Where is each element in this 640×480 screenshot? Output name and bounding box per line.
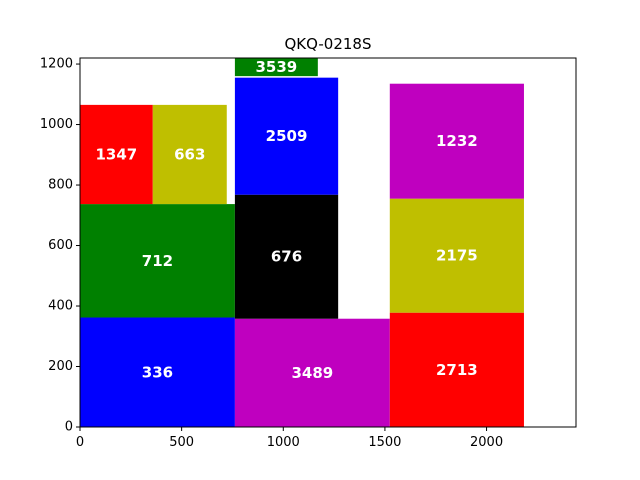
- chart-title: QKQ-0218S: [285, 35, 372, 53]
- x-tick-label: 1500: [368, 435, 401, 450]
- y-tick-label: 400: [48, 299, 73, 314]
- treemap-label-1232: 1232: [436, 132, 478, 150]
- rectangles-layer: [80, 58, 524, 427]
- y-tick-label: 1000: [40, 117, 73, 132]
- x-tick-label: 2000: [470, 435, 503, 450]
- treemap-rect-2175: [389, 198, 524, 313]
- treemap-rect-1232: [389, 83, 524, 199]
- y-tick-label: 600: [48, 238, 73, 253]
- treemap-rect-336: [80, 317, 235, 427]
- treemap-label-676: 676: [271, 248, 302, 266]
- y-axis-ticks: 0 200 400 600 800 1000 1200: [40, 57, 80, 435]
- rect-labels-layer: 336 712 1347 663 3489 676 2509 3539 2713 2175 1232: [96, 58, 478, 382]
- treemap-label-336: 336: [142, 363, 173, 381]
- treemap-label-663: 663: [174, 145, 205, 163]
- x-tick-label: 1000: [267, 435, 300, 450]
- treemap-label-712: 712: [142, 252, 173, 270]
- plot-frame: [79, 57, 577, 428]
- treemap-rect-676: [234, 194, 339, 319]
- treemap-rect-2713: [389, 312, 524, 427]
- treemap-rect-712: [80, 204, 235, 318]
- treemap-label-2175: 2175: [436, 247, 478, 265]
- y-tick-label: 0: [65, 420, 73, 435]
- treemap-label-2713: 2713: [436, 361, 478, 379]
- x-axis-ticks: 0 500 1000 1500 2000: [76, 427, 503, 450]
- treemap-rect-663: [152, 104, 227, 205]
- treemap-rect-2509: [234, 77, 339, 195]
- y-tick-label: 800: [48, 178, 73, 193]
- treemap-rect-3539: [234, 58, 318, 77]
- y-tick-label: 200: [48, 359, 73, 374]
- treemap-rect-3489: [234, 318, 390, 427]
- treemap-rect-1347: [80, 104, 153, 205]
- treemap-label-2509: 2509: [266, 127, 308, 145]
- treemap-label-1347: 1347: [96, 145, 138, 163]
- treemap-label-3489: 3489: [291, 364, 333, 382]
- treemap-label-3539: 3539: [255, 58, 297, 76]
- x-tick-label: 0: [76, 435, 84, 450]
- x-tick-label: 500: [169, 435, 194, 450]
- y-tick-label: 1200: [40, 57, 73, 72]
